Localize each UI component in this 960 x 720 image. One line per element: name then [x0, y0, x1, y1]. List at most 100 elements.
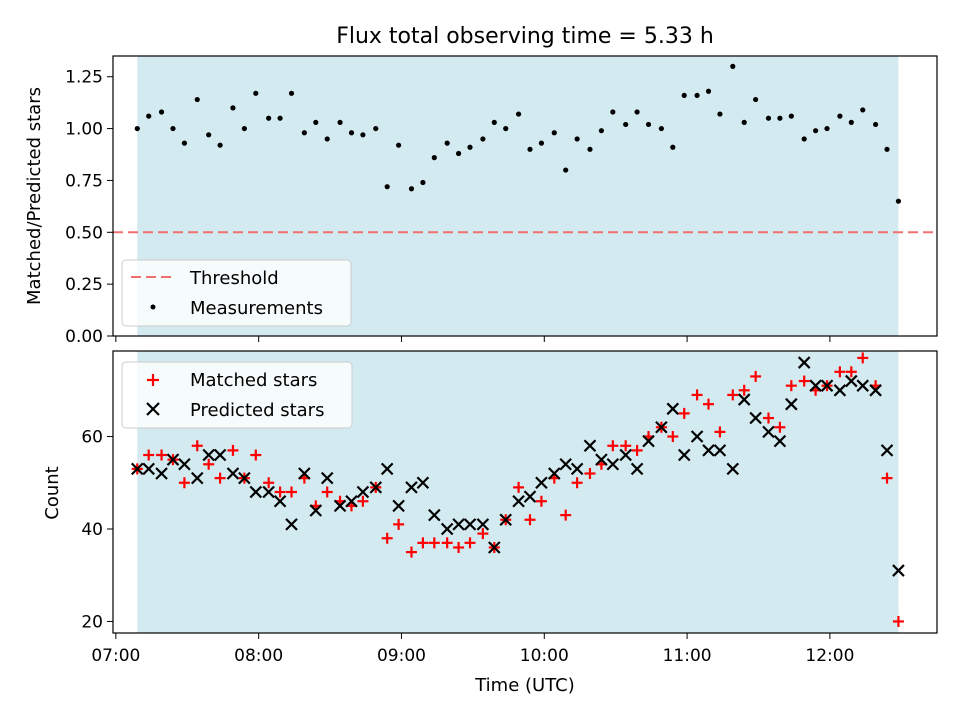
predicted-star-point	[820, 379, 834, 392]
measurement-point	[503, 125, 509, 132]
measurement-point	[194, 96, 200, 103]
predicted-star-point	[499, 513, 512, 527]
predicted-star-point	[630, 462, 644, 476]
predicted-star-point	[595, 453, 608, 466]
measurement-point	[467, 144, 473, 150]
predicted-star-point	[809, 379, 822, 392]
top-legend-box	[121, 259, 352, 327]
legend-matched-label: Matched stars	[190, 370, 317, 391]
matched-star-point	[191, 440, 203, 452]
predicted-star-point	[535, 476, 548, 490]
predicted-star-point	[428, 508, 441, 522]
measurement-point	[408, 186, 415, 192]
matched-star-point	[464, 537, 476, 549]
bottom-y-axis-ticks: 20 40 60	[81, 428, 113, 632]
measurement-point	[824, 125, 830, 132]
matched-star-point	[405, 546, 417, 558]
predicted-star-point	[762, 425, 775, 439]
top-panel: Flux total observing time = 5.33 h 0.000…	[24, 24, 938, 347]
matched-star-point	[227, 444, 239, 456]
measurement-point	[658, 125, 664, 132]
measurement-point	[527, 146, 533, 152]
bottom-y-tick-label: 60	[81, 428, 103, 448]
legend-matched-swatch	[147, 374, 159, 386]
x-tick-label: 12:00	[805, 646, 854, 666]
predicted-star-point	[677, 448, 691, 462]
measurement-point	[360, 132, 366, 138]
matched-star-point	[762, 412, 774, 424]
predicted-star-point	[845, 374, 858, 388]
predicted-stars-series	[130, 356, 905, 577]
measurement-point	[717, 111, 723, 117]
matched-star-point	[381, 532, 393, 544]
legend-measurements-label: Measurements	[190, 298, 323, 319]
predicted-star-point	[570, 462, 584, 476]
measurement-point	[384, 184, 390, 190]
predicted-star-point	[333, 499, 347, 513]
matched-star-point	[691, 389, 703, 401]
measurement-point	[634, 109, 640, 115]
top-y-axis-label: Matched/Predicted stars	[24, 87, 45, 305]
predicted-star-point	[856, 379, 870, 392]
predicted-star-point	[190, 471, 204, 485]
predicted-star-point	[320, 471, 334, 485]
matched-star-point	[631, 444, 643, 456]
predicted-star-point	[416, 476, 430, 490]
measurement-point	[313, 119, 319, 125]
top-y-axis-ticks: 0.00 0.25 0.50 0.75 1.00 1.25	[65, 68, 113, 347]
predicted-star-point	[523, 490, 537, 503]
predicted-star-point	[583, 439, 597, 453]
predicted-star-point	[298, 467, 311, 480]
predicted-star-point	[773, 434, 787, 448]
predicted-star-point	[405, 481, 418, 494]
predicted-star-point	[559, 457, 572, 471]
measurement-point	[266, 115, 272, 121]
predicted-star-point	[380, 462, 394, 476]
measurement-point	[241, 125, 247, 132]
bottom-legend: Matched stars Predicted stars	[121, 361, 353, 429]
measurement-point	[134, 125, 140, 132]
top-legend: Threshold Measurements	[121, 259, 352, 327]
matched-star-point	[156, 449, 168, 461]
top-y-tick-label: 0.25	[65, 275, 103, 295]
measurement-point	[563, 167, 569, 173]
predicted-star-point	[512, 494, 525, 508]
top-x-axis-ticks	[115, 336, 831, 342]
bottom-legend-box	[121, 361, 353, 429]
matched-star-point	[560, 509, 572, 521]
predicted-star-point	[142, 462, 155, 476]
predicted-star-point	[737, 393, 751, 406]
predicted-star-point	[178, 457, 191, 471]
measurement-point	[337, 119, 343, 125]
predicted-star-point	[690, 430, 704, 443]
measurement-point	[455, 150, 462, 157]
predicted-star-point	[749, 411, 762, 425]
predicted-star-point	[880, 444, 894, 457]
predicted-star-point	[547, 467, 561, 480]
matched-star-point	[857, 352, 869, 364]
predicted-star-point	[356, 485, 370, 499]
matched-star-point	[798, 375, 810, 387]
matched-star-point	[834, 366, 846, 378]
predicted-star-point	[833, 384, 847, 397]
predicted-star-point	[606, 457, 620, 471]
matched-star-point	[620, 440, 632, 452]
matched-star-point	[584, 468, 596, 480]
x-axis-label: Time (UTC)	[474, 675, 575, 696]
bottom-y-axis-label: Count	[42, 466, 63, 519]
measurement-point	[277, 115, 283, 121]
measurement-point	[538, 140, 545, 146]
measurement-point	[491, 119, 497, 125]
matched-star-point	[571, 477, 583, 489]
measurement-point	[694, 92, 700, 99]
matched-star-point	[703, 398, 715, 410]
measurement-point	[741, 119, 747, 125]
bottom-y-tick-label: 20	[81, 612, 103, 632]
bottom-x-axis-ticks: 07:00 08:00 09:00 10:00 11:00 12:00	[91, 633, 854, 666]
predicted-star-point	[726, 462, 740, 476]
matched-star-point	[738, 384, 750, 396]
predicted-star-point	[166, 453, 180, 466]
matched-star-point	[143, 449, 155, 461]
predicted-star-point	[345, 494, 358, 508]
matched-star-point	[727, 389, 739, 401]
